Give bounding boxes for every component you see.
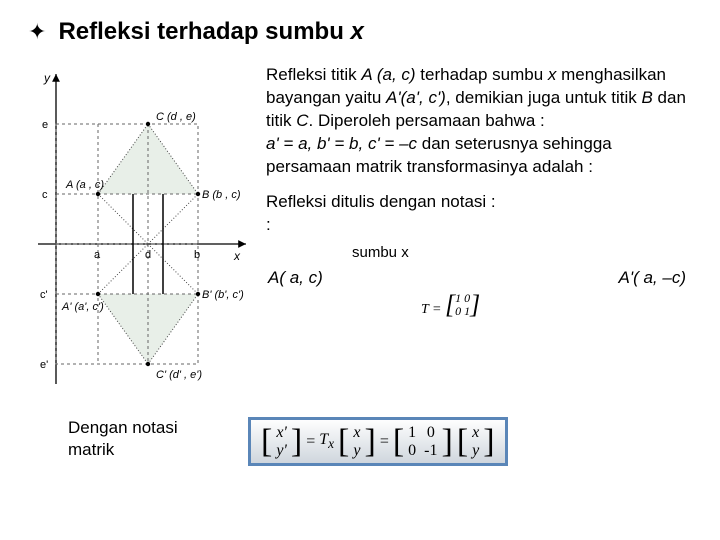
- matrix-equation: [ x'y' ] = Tx [ xy ] = [ 10 0-1 ] [ xy ]: [248, 417, 508, 466]
- content-row: y x: [28, 64, 692, 409]
- sumbu-label: sumbu x: [352, 243, 692, 263]
- lbl-d: d: [145, 249, 151, 261]
- reflection-diagram: y x: [28, 64, 258, 404]
- pt-C: C (d , e): [156, 111, 196, 123]
- p1j: C: [296, 111, 308, 130]
- p1f: A'(a', c'): [386, 88, 446, 107]
- notasi-label: Dengan notasi matrik: [68, 417, 228, 461]
- p1g: , demikian juga untuk titik: [446, 88, 642, 107]
- title-text-b: x: [351, 18, 364, 45]
- map-right: A'( a, –c): [619, 267, 687, 290]
- mapping-line: A( a, c) A'( a, –c): [266, 267, 692, 290]
- title-text-a: Refleksi terhadap sumbu: [58, 18, 350, 45]
- lbl-b: b: [194, 249, 200, 261]
- t-label: T =: [421, 302, 441, 317]
- p1b: A (a, c): [361, 65, 415, 84]
- title-row: ✦ Refleksi terhadap sumbu x: [28, 18, 692, 46]
- p2a: Diperoleh persamaan bahwa :: [318, 111, 545, 130]
- dots: :: [266, 214, 692, 237]
- diagram: y x: [28, 64, 258, 409]
- bottom-row: Dengan notasi matrik [ x'y' ] = Tx [ xy …: [28, 417, 692, 466]
- bullet-icon: ✦: [28, 19, 46, 45]
- page-title: Refleksi terhadap sumbu x: [58, 18, 363, 46]
- lbl-ep: e': [40, 359, 48, 371]
- p1c: terhadap sumbu: [416, 65, 548, 84]
- explanation-text: Refleksi titik A (a, c) terhadap sumbu x…: [266, 64, 692, 409]
- lbl-cp: c': [40, 289, 48, 301]
- pt-Ap: A' (a', c'): [61, 301, 104, 313]
- lbl-c: c: [42, 189, 48, 201]
- pt-A: A (a , c): [65, 179, 104, 191]
- p1a: Refleksi titik: [266, 65, 361, 84]
- matrix-inline: T = [ 10 01 ]: [421, 292, 480, 320]
- pt-B: B (b , c): [202, 189, 241, 201]
- axis-x-label: x: [233, 249, 241, 263]
- pt-Bp: B' (b', c'): [202, 289, 244, 301]
- map-left: A( a, c): [268, 267, 323, 290]
- pt-Cp: C' (d' , e'): [156, 369, 202, 381]
- p4: Refleksi ditulis dengan notasi :: [266, 191, 692, 214]
- p1h: B: [641, 88, 652, 107]
- lbl-e: e: [42, 119, 48, 131]
- axis-y-label: y: [43, 71, 51, 85]
- p3a: a' = a, b' = b, c' = –c: [266, 134, 417, 153]
- lbl-a: a: [94, 249, 101, 261]
